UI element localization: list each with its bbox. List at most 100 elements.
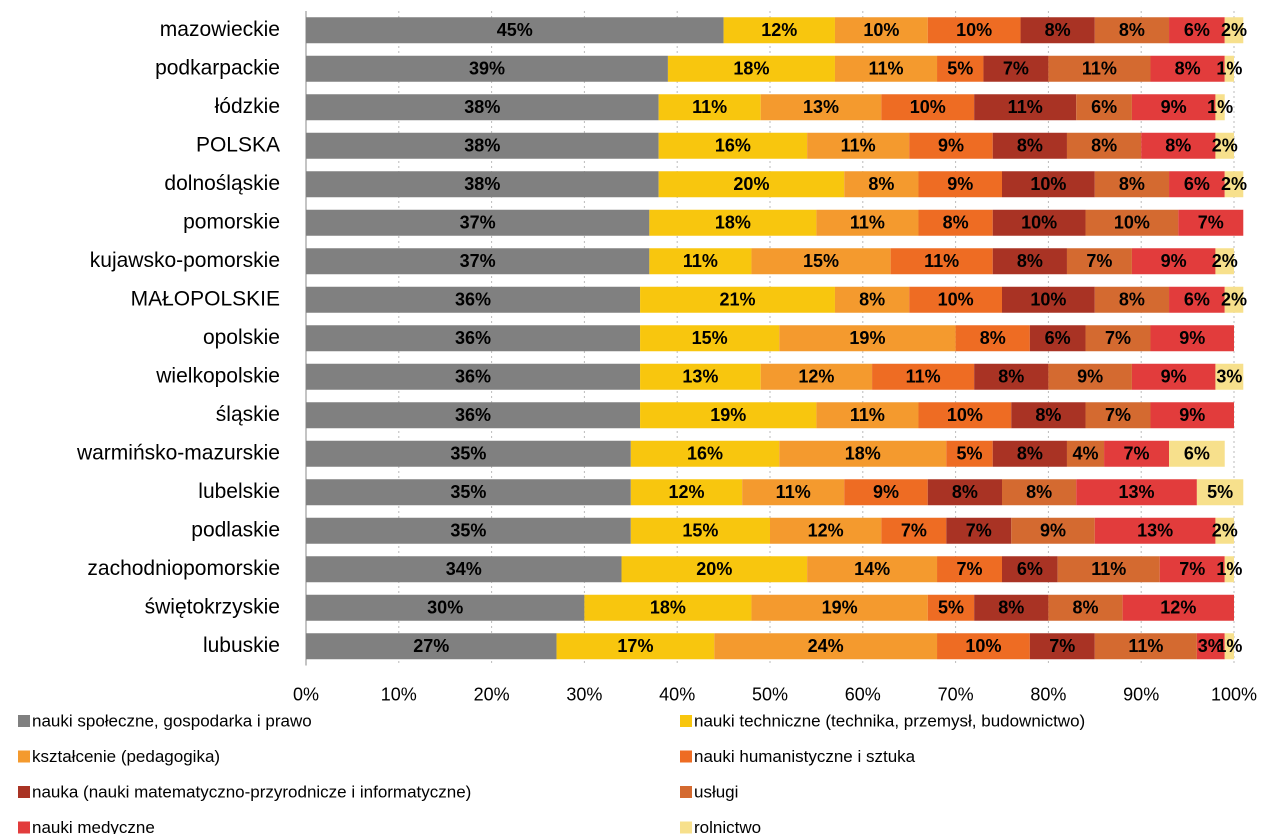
legend-swatch: [18, 715, 30, 727]
data-label: 2%: [1221, 174, 1247, 194]
data-label: 6%: [1184, 174, 1210, 194]
bar-segment: [1002, 171, 1095, 198]
x-tick-label: 60%: [845, 684, 881, 704]
bar-segment: [1094, 17, 1170, 44]
data-label: 3%: [1216, 367, 1242, 387]
data-label: 37%: [460, 251, 496, 271]
bar-segment: [1029, 633, 1095, 660]
bar-segment: [955, 325, 1030, 352]
bar-segment: [918, 209, 993, 236]
data-label: 7%: [957, 559, 983, 579]
x-tick-label: 80%: [1030, 684, 1066, 704]
bar-segment: [1094, 171, 1170, 198]
bar-segment: [1178, 209, 1244, 236]
data-label: 4%: [1073, 444, 1099, 464]
data-label: 8%: [1119, 290, 1145, 310]
legend-swatch: [680, 786, 692, 798]
bar-segment: [1141, 132, 1216, 159]
data-label: 30%: [427, 598, 463, 618]
bar-segment: [974, 594, 1049, 621]
bar-segment: [658, 171, 845, 198]
bar-segment: [306, 479, 631, 506]
data-label: 8%: [1175, 59, 1201, 79]
bar-segment: [306, 517, 631, 544]
data-label: 18%: [845, 444, 881, 464]
bar-segment: [306, 171, 659, 198]
bar-segment: [937, 633, 1030, 660]
bar-segment: [640, 402, 817, 429]
data-label: 10%: [947, 405, 983, 425]
data-label: 15%: [803, 251, 839, 271]
bar-segment: [1094, 517, 1216, 544]
data-label: 8%: [980, 328, 1006, 348]
bar-segment: [1085, 325, 1151, 352]
bar-segment: [834, 286, 910, 313]
data-label: 1%: [1207, 97, 1233, 117]
y-tick-label: mazowieckie: [160, 18, 280, 41]
bar-segment: [306, 209, 650, 236]
data-label: 8%: [1073, 598, 1099, 618]
data-label: 20%: [733, 174, 769, 194]
data-label: 5%: [1207, 482, 1233, 502]
data-label: 5%: [938, 598, 964, 618]
data-label: 1%: [1216, 559, 1242, 579]
legend-swatch: [680, 750, 692, 763]
bar-segment: [1076, 94, 1132, 121]
y-tick-label: podlaskie: [191, 518, 280, 541]
bar-segment: [621, 556, 808, 583]
bar-segment: [1048, 363, 1132, 390]
data-label: 10%: [1114, 213, 1150, 233]
data-label: 6%: [1184, 290, 1210, 310]
data-label: 35%: [450, 444, 486, 464]
data-label: 6%: [1184, 20, 1210, 40]
bar-segment: [1224, 286, 1244, 313]
bar-segment: [1169, 171, 1225, 198]
data-label: 7%: [1124, 444, 1150, 464]
legend-label: kształcenie (pedagogika): [32, 747, 220, 766]
legend-label: nauki społeczne, gospodarka i prawo: [32, 711, 312, 730]
y-tick-label: lubelskie: [198, 480, 280, 503]
data-label: 11%: [868, 59, 903, 79]
bar-segment: [306, 94, 659, 121]
x-tick-label: 50%: [752, 684, 788, 704]
bar-segment: [306, 55, 668, 82]
bar-segment: [844, 171, 919, 198]
data-label: 12%: [1160, 598, 1196, 618]
bar-segment: [556, 633, 715, 660]
data-label: 11%: [1008, 97, 1043, 117]
bar-segment: [807, 132, 910, 159]
data-label: 11%: [1082, 59, 1117, 79]
bar-segment: [306, 286, 641, 313]
bar-segment: [1224, 556, 1234, 583]
bar-segment: [937, 556, 1002, 583]
data-label: 1%: [1216, 636, 1242, 656]
bar-segment: [584, 594, 752, 621]
y-tick-label: śląskie: [216, 403, 280, 426]
y-tick-label: zachodniopomorskie: [87, 557, 280, 580]
data-label: 16%: [687, 444, 723, 464]
legend-label: nauka (nauki matematyczno-przyrodnicze i…: [32, 782, 471, 801]
bar-segment: [779, 325, 956, 352]
data-label: 10%: [863, 20, 899, 40]
data-label: 36%: [455, 367, 491, 387]
bar-segment: [1085, 402, 1151, 429]
bar-segment: [751, 248, 891, 275]
data-label: 11%: [906, 367, 941, 387]
data-label: 8%: [1165, 136, 1191, 156]
bar-segment: [1076, 479, 1197, 506]
bar-segment: [927, 594, 975, 621]
bar-segment: [881, 94, 975, 121]
bar-segment: [1085, 209, 1179, 236]
y-tick-label: pomorskie: [183, 210, 280, 233]
data-label: 45%: [497, 20, 533, 40]
bar-segment: [1169, 17, 1225, 44]
bar-segment: [306, 363, 641, 390]
data-label: 5%: [957, 444, 983, 464]
data-label: 38%: [464, 97, 500, 117]
bar-segment: [1029, 325, 1086, 352]
bar-segment: [306, 556, 622, 583]
data-label: 15%: [692, 328, 728, 348]
bar-segment: [1150, 325, 1234, 352]
data-label: 34%: [446, 559, 482, 579]
